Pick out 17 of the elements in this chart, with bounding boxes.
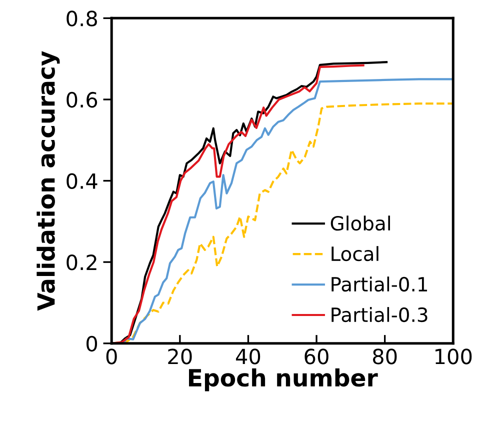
y-tick-label: 0.4 — [66, 173, 98, 189]
x-tick-label: 0 — [106, 348, 117, 364]
x-tick-label: 80 — [372, 348, 397, 364]
y-axis-title: Validation accuracy — [36, 51, 60, 311]
legend-label: Global — [330, 216, 390, 231]
x-tick-label: 100 — [436, 348, 472, 364]
x-tick-label: 40 — [236, 348, 260, 364]
y-tick-label: 0.6 — [66, 92, 98, 108]
x-axis-title: Epoch number — [189, 368, 378, 392]
y-tick-label: 0 — [86, 336, 98, 352]
legend-label: Partial-0.3 — [332, 307, 428, 322]
x-tick-label: 60 — [304, 348, 328, 364]
y-tick-label: 0.8 — [66, 10, 97, 26]
y-tick-label: 0.2 — [66, 254, 96, 270]
legend-label: Partial-0.1 — [332, 276, 428, 292]
legend-label: Local — [332, 246, 378, 262]
x-tick-label: 20 — [168, 348, 192, 364]
